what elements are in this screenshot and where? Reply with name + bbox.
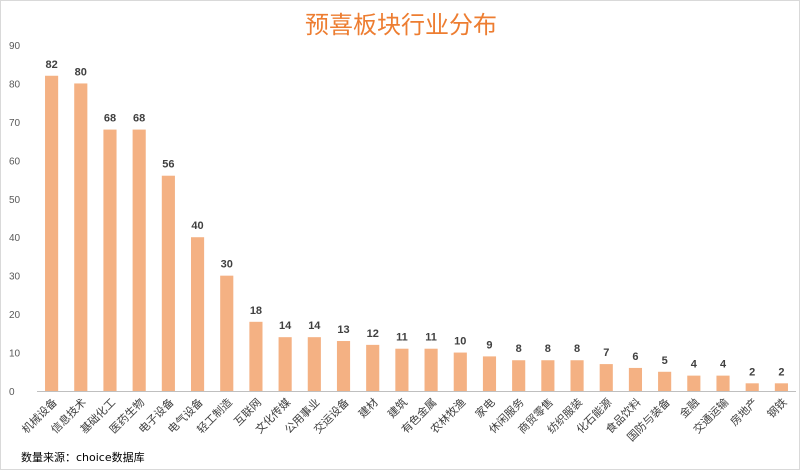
data-label: 82 — [45, 59, 57, 71]
bar — [453, 352, 467, 391]
chart-title: 预喜板块行业分布 — [305, 11, 497, 39]
data-labels: 82 80 68 68 56 40 30 18 14 14 13 12 11 11 10 9 8 8 8 7 6 5 4 4 2… — [45, 59, 784, 379]
data-label: 11 — [396, 332, 408, 344]
y-tick-label: 90 — [9, 41, 21, 52]
y-tick-label: 50 — [9, 195, 21, 206]
y-tick-label: 80 — [9, 79, 21, 90]
x-tick-label: 金融 — [676, 395, 701, 420]
data-label: 13 — [337, 324, 349, 336]
bar — [249, 321, 263, 391]
bar — [482, 356, 497, 391]
data-label: 8 — [574, 343, 580, 355]
data-label: 18 — [250, 305, 262, 317]
data-label: 40 — [191, 220, 203, 232]
data-label: 80 — [75, 66, 87, 78]
data-label: 14 — [308, 320, 321, 332]
bar — [278, 337, 292, 391]
bar — [74, 83, 88, 391]
bar — [132, 129, 146, 392]
y-tick-label: 20 — [9, 310, 21, 321]
bar — [424, 348, 438, 391]
bar — [336, 341, 351, 391]
data-label: 9 — [486, 339, 492, 351]
y-tick-label: 10 — [9, 349, 21, 360]
x-tick-label: 建材 — [355, 395, 380, 420]
y-tick-label: 0 — [9, 387, 15, 398]
data-label: 8 — [545, 343, 551, 355]
data-label: 12 — [367, 328, 379, 340]
y-axis: 0 10 20 30 40 50 60 70 80 90 — [9, 41, 21, 398]
y-tick-label: 30 — [9, 272, 21, 283]
bar — [745, 383, 759, 391]
bar — [103, 129, 117, 392]
data-label: 4 — [720, 359, 727, 371]
bar — [541, 360, 555, 391]
bar — [220, 275, 234, 391]
data-label: 30 — [221, 259, 233, 271]
bar — [190, 237, 205, 391]
y-tick-label: 40 — [9, 233, 21, 244]
data-label: 7 — [603, 347, 609, 359]
bar — [45, 75, 59, 391]
source-note: 数量来源：choice数据库 — [21, 450, 145, 464]
data-label: 6 — [632, 351, 638, 363]
bar — [658, 371, 672, 391]
data-label: 68 — [133, 113, 145, 125]
data-label: 68 — [104, 113, 116, 125]
y-tick-label: 60 — [9, 156, 21, 167]
x-axis-labels: 机械设备信息技术基础化工医药生物电子设备电气设备轻工制造互联网文化传媒公用事业交… — [19, 395, 790, 444]
data-label: 2 — [749, 366, 755, 378]
bar — [366, 344, 380, 391]
data-label: 10 — [454, 336, 466, 348]
data-label: 56 — [162, 159, 174, 171]
x-tick-label: 家电 — [472, 395, 497, 420]
y-tick-label: 70 — [9, 118, 21, 129]
bar — [628, 367, 643, 391]
bar — [716, 375, 730, 391]
bar — [687, 375, 701, 391]
data-label: 2 — [778, 366, 784, 378]
x-tick-label: 钢铁 — [765, 396, 790, 421]
bar — [512, 360, 526, 391]
data-label: 4 — [691, 359, 698, 371]
bar — [161, 175, 175, 391]
data-label: 5 — [662, 355, 668, 367]
x-tick-label: 房地产 — [727, 395, 760, 428]
bar-series — [45, 75, 788, 392]
data-label: 14 — [279, 320, 292, 332]
bar — [307, 337, 321, 391]
bar — [395, 348, 409, 391]
data-label: 11 — [425, 332, 437, 344]
x-tick-label: 建筑 — [385, 395, 410, 420]
data-label: 8 — [516, 343, 522, 355]
bar — [774, 383, 788, 391]
bar — [570, 360, 584, 391]
bar — [599, 364, 613, 391]
